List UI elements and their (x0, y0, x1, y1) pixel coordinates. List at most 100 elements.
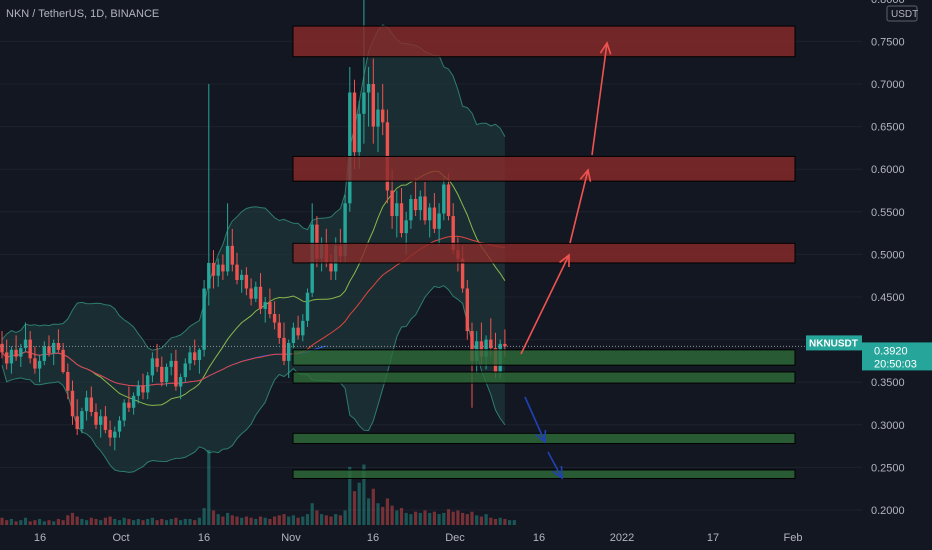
candle-body (301, 320, 305, 336)
candle-body (268, 302, 272, 315)
volume-bar (268, 518, 272, 525)
candle (66, 363, 70, 400)
candle-body (272, 314, 277, 323)
candle-body (460, 258, 465, 289)
candle (268, 288, 272, 319)
volume-bar (381, 506, 385, 525)
y-tick-label: 0.6000 (871, 164, 905, 176)
candle (164, 363, 169, 387)
candle-body (240, 274, 244, 280)
volume-bar (263, 517, 267, 525)
candle-body (254, 286, 258, 299)
volume-bar (56, 518, 60, 525)
candle (244, 267, 249, 296)
volume-bar (329, 516, 333, 525)
volume-bar (160, 518, 164, 525)
candle-body (390, 190, 394, 217)
volume-bar (132, 520, 136, 525)
candle (28, 331, 32, 364)
volume-bar (155, 520, 159, 525)
volume-bar (28, 521, 32, 525)
volume-bar (0, 517, 4, 525)
volume-bar (442, 512, 446, 525)
volume-bar (395, 510, 399, 525)
candle-body (381, 109, 385, 123)
volume-bar (202, 508, 206, 525)
last-price-label: 0.3920 20:50:03 (862, 342, 932, 371)
candle-body (197, 349, 202, 361)
up-arrow-1 (520, 253, 570, 355)
volume-bar (80, 518, 84, 525)
candle (174, 349, 178, 391)
candle-body (33, 358, 37, 369)
candle (230, 228, 234, 272)
volume-bar (141, 520, 145, 525)
candle (465, 279, 469, 340)
y-tick-label: 0.6500 (871, 122, 905, 134)
x-tick-label: 17 (707, 532, 719, 544)
arrow-head (551, 465, 563, 480)
candle (272, 301, 277, 330)
volume-bar (475, 515, 479, 525)
candle (305, 288, 310, 327)
volume-bar (23, 517, 28, 525)
candle (103, 406, 108, 434)
candle (352, 79, 357, 170)
x-tick-label: 16 (198, 532, 210, 544)
volume-bar (117, 520, 122, 525)
candle (84, 390, 89, 421)
resistance-zone (292, 155, 796, 182)
candle (141, 373, 145, 400)
candle-body (131, 395, 136, 408)
volume-bar (512, 520, 516, 525)
arrow-shaft (524, 396, 546, 443)
volume-bar (240, 517, 244, 525)
volume-bar (324, 515, 328, 525)
candle (432, 193, 437, 234)
candle-body (207, 262, 211, 289)
candle (113, 426, 117, 451)
volume-bar (75, 516, 79, 525)
volume-bar (503, 518, 507, 525)
candle (428, 203, 432, 238)
candle (258, 273, 263, 315)
chart-title: NKN / TetherUS, 1D, BINANCE (6, 8, 159, 20)
support-zone (292, 349, 796, 366)
candle-body (66, 371, 70, 391)
volume-bar (244, 516, 248, 525)
volume-bar (226, 512, 230, 525)
support-zone (292, 469, 796, 479)
volume-bar (150, 517, 154, 525)
volume-bar (404, 512, 408, 525)
candle-body (479, 341, 484, 357)
candle-body (42, 346, 46, 361)
candle-body (470, 331, 474, 361)
candle (94, 403, 98, 430)
arrow-shaft (591, 42, 608, 156)
volume-bar (414, 511, 418, 525)
y-tick-label: 0.7000 (871, 79, 905, 91)
candle-body (225, 245, 230, 272)
candle-body (399, 203, 404, 234)
candle (178, 373, 183, 400)
volume-bar (42, 521, 46, 525)
candle-body (146, 375, 150, 393)
candle (202, 279, 206, 357)
candle (291, 322, 296, 349)
volume-bar (479, 516, 483, 525)
candle-body (108, 429, 112, 438)
candle-body (47, 346, 51, 354)
candle-body (366, 84, 371, 93)
candle (249, 278, 253, 306)
candle-body (282, 337, 286, 361)
candle-body (287, 343, 291, 361)
candle (235, 252, 239, 285)
candle-body (178, 377, 183, 387)
volume-bar (52, 521, 56, 525)
volume-bar (451, 511, 455, 525)
volume-bar (221, 516, 225, 525)
candle (80, 407, 84, 434)
candle (183, 358, 187, 383)
x-tick-label: 16 (533, 532, 545, 544)
